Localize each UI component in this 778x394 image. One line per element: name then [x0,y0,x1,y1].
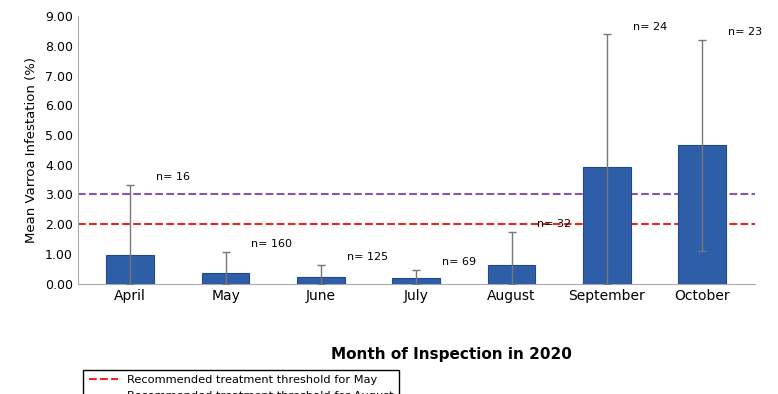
Text: n= 24: n= 24 [633,22,667,32]
Text: n= 160: n= 160 [251,240,293,249]
Text: Month of Inspection in 2020: Month of Inspection in 2020 [331,347,572,362]
Legend: Recommended treatment threshold for May, Recommended treatment threshold for Aug: Recommended treatment threshold for May,… [83,370,399,394]
Text: n= 16: n= 16 [156,172,190,182]
Bar [678,145,726,284]
Y-axis label: Mean Varroa Infestation (%): Mean Varroa Infestation (%) [25,57,38,243]
Bar [297,277,345,284]
Text: n= 23: n= 23 [728,27,762,37]
Bar [488,265,535,284]
Bar [392,278,440,284]
Bar [202,273,250,284]
Text: n= 32: n= 32 [538,219,571,229]
Text: n= 125: n= 125 [347,252,387,262]
Bar [583,167,631,284]
Bar [107,255,154,284]
Text: n= 69: n= 69 [442,257,476,267]
